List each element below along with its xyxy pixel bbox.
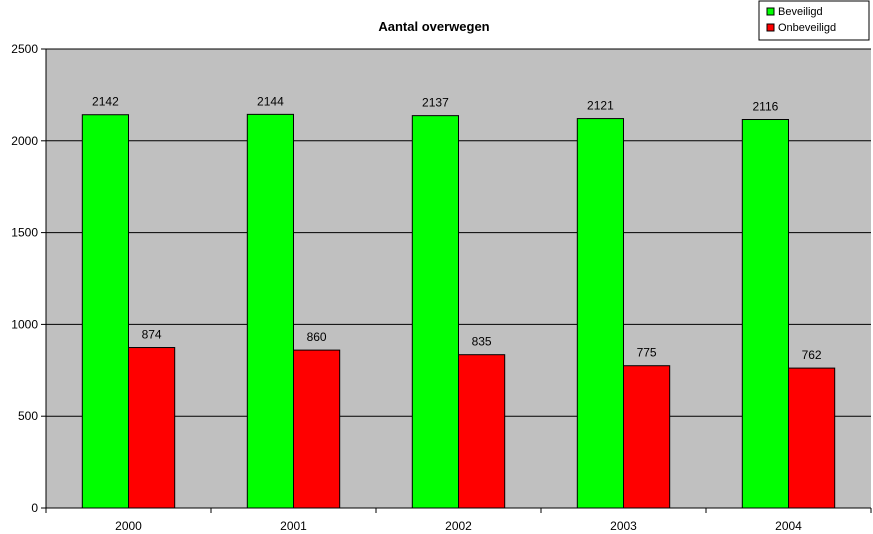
data-label: 874 bbox=[142, 328, 162, 342]
legend-label: Onbeveiligd bbox=[778, 22, 836, 34]
data-label: 2144 bbox=[257, 94, 284, 108]
x-tick-label: 2003 bbox=[610, 519, 637, 533]
bar-onbeveiligd-2004 bbox=[788, 367, 836, 509]
bar-beveiligd-2002 bbox=[411, 115, 459, 509]
data-labels-group: 2142 874 2144 860 2137 835 2121 775 2116 762 bbox=[92, 94, 822, 362]
legend-swatch bbox=[766, 7, 775, 16]
data-label: 835 bbox=[472, 335, 492, 349]
x-tick-label: 2000 bbox=[115, 519, 142, 533]
data-label: 2142 bbox=[92, 95, 119, 109]
axes-group: 0 500 1000 1500 2000 2500 2000 2001 2002 2003 2004 bbox=[11, 42, 872, 533]
legend-box bbox=[758, 0, 870, 41]
legend-label: Beveiligd bbox=[778, 6, 823, 18]
bar-beveiligd-2004 bbox=[741, 119, 789, 509]
bar-onbeveiligd-2000 bbox=[128, 347, 176, 509]
y-tick-label: 0 bbox=[31, 501, 38, 515]
data-label: 2121 bbox=[587, 99, 614, 113]
data-label: 775 bbox=[637, 346, 657, 360]
bar-beveiligd-2001 bbox=[246, 113, 295, 509]
y-tick-label: 1500 bbox=[11, 226, 38, 240]
bar-onbeveiligd-2003 bbox=[623, 365, 671, 509]
legend-swatch bbox=[766, 23, 775, 32]
data-label: 860 bbox=[307, 330, 327, 344]
bar-onbeveiligd-2002 bbox=[458, 354, 506, 509]
y-tick-label: 2500 bbox=[11, 42, 38, 56]
y-tick-label: 2000 bbox=[11, 134, 38, 148]
y-tick-label: 500 bbox=[18, 409, 38, 423]
x-tick-label: 2004 bbox=[775, 519, 802, 533]
legend: Beveiligd Onbeveiligd bbox=[758, 0, 870, 41]
data-label: 762 bbox=[802, 348, 822, 362]
bar-beveiligd-2000 bbox=[81, 114, 130, 509]
bar-beveiligd-2003 bbox=[576, 118, 624, 509]
y-tick-label: 1000 bbox=[11, 317, 38, 331]
data-label: 2137 bbox=[422, 96, 449, 110]
data-label: 2116 bbox=[752, 100, 778, 114]
bars-group bbox=[81, 113, 836, 509]
bar-onbeveiligd-2001 bbox=[293, 349, 341, 509]
chart-title: Aantal overwegen bbox=[378, 19, 489, 34]
x-tick-label: 2001 bbox=[280, 519, 307, 533]
x-tick-label: 2002 bbox=[445, 519, 472, 533]
